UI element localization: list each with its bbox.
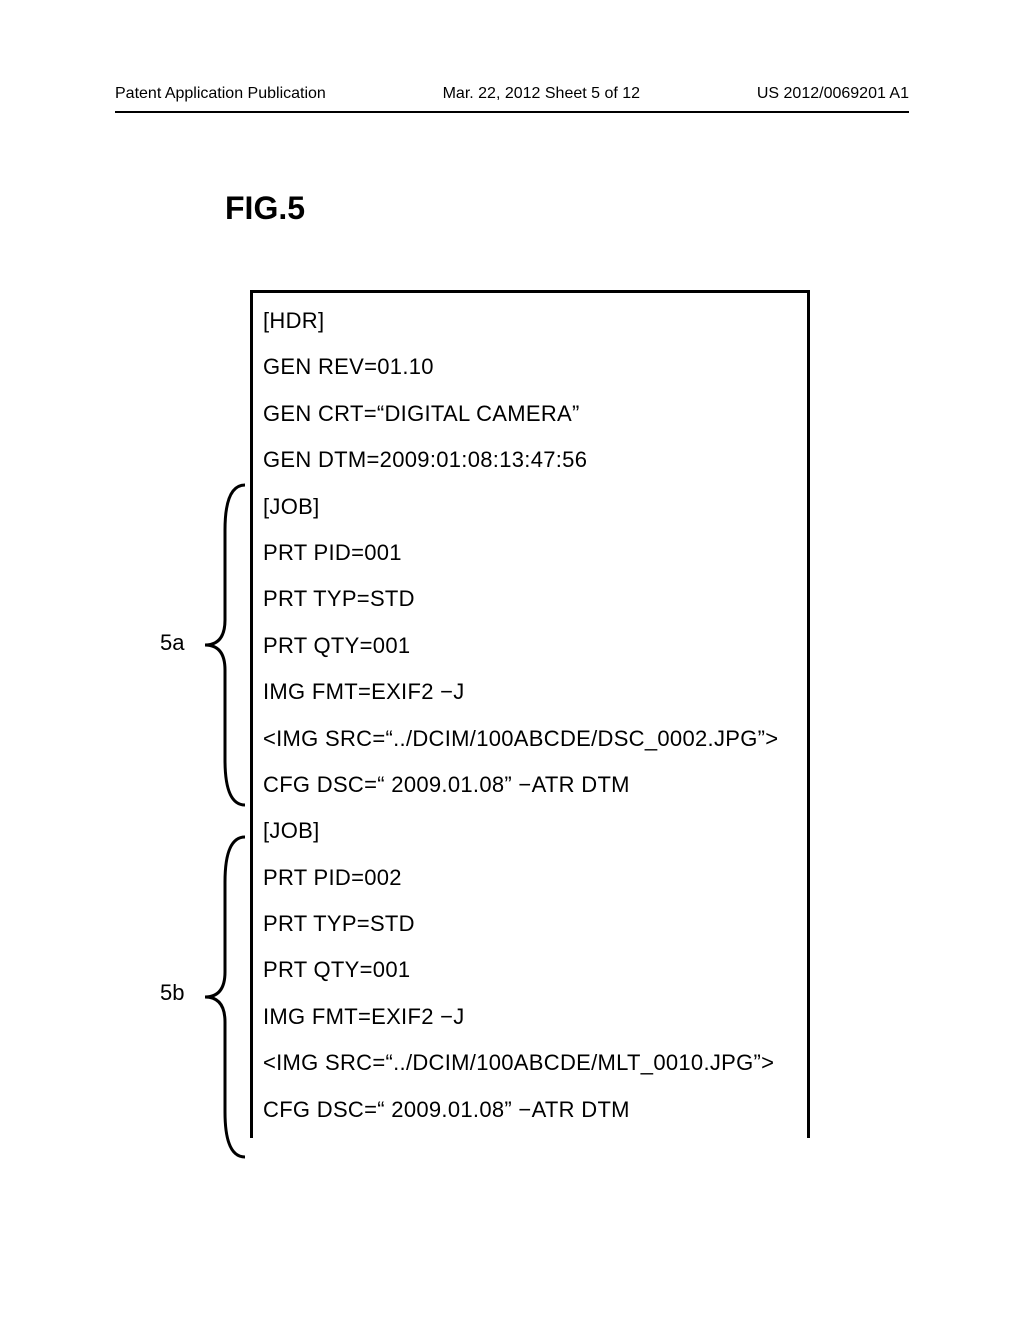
header-center: Mar. 22, 2012 Sheet 5 of 12 — [443, 85, 640, 103]
code-line: IMG FMT=EXIF2 −J — [263, 679, 797, 705]
bracket-label-5a: 5a — [160, 630, 184, 656]
code-line: PRT QTY=001 — [263, 633, 797, 659]
curly-brace-icon — [195, 480, 250, 810]
code-box: [HDR] GEN REV=01.10 GEN CRT=“DIGITAL CAM… — [250, 290, 810, 1138]
code-line: GEN DTM=2009:01:08:13:47:56 — [263, 447, 797, 473]
curly-brace-icon — [195, 832, 250, 1162]
bracket-5b — [195, 832, 250, 1162]
code-line: CFG DSC=“ 2009.01.08” −ATR DTM — [263, 772, 797, 798]
code-line: PRT QTY=001 — [263, 957, 797, 983]
bracket-5a — [195, 480, 250, 810]
code-line: GEN REV=01.10 — [263, 354, 797, 380]
bracket-label-5b: 5b — [160, 980, 184, 1006]
code-line: [JOB] — [263, 818, 797, 844]
code-line: GEN CRT=“DIGITAL CAMERA” — [263, 401, 797, 427]
figure-label: FIG.5 — [225, 190, 305, 227]
code-line: CFG DSC=“ 2009.01.08” −ATR DTM — [263, 1097, 797, 1123]
patent-header: Patent Application Publication Mar. 22, … — [115, 85, 909, 113]
code-line: PRT TYP=STD — [263, 586, 797, 612]
header-right: US 2012/0069201 A1 — [757, 85, 909, 103]
header-left: Patent Application Publication — [115, 85, 326, 103]
code-line: [JOB] — [263, 494, 797, 520]
code-line: IMG FMT=EXIF2 −J — [263, 1004, 797, 1030]
code-line: <IMG SRC=“../DCIM/100ABCDE/MLT_0010.JPG”… — [263, 1050, 797, 1076]
code-line: PRT TYP=STD — [263, 911, 797, 937]
code-line: <IMG SRC=“../DCIM/100ABCDE/DSC_0002.JPG”… — [263, 726, 797, 752]
code-line: PRT PID=002 — [263, 865, 797, 891]
code-line: PRT PID=001 — [263, 540, 797, 566]
code-line: [HDR] — [263, 308, 797, 334]
